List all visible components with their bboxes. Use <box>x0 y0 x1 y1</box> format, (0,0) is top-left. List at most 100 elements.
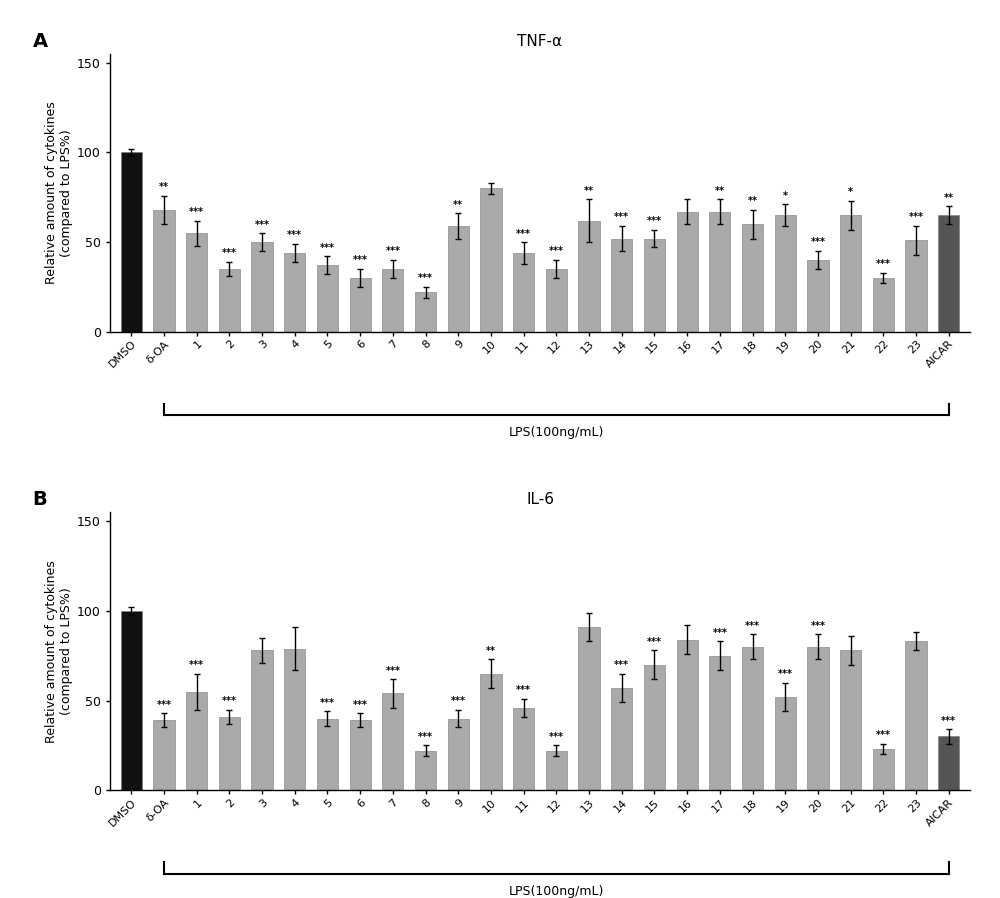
Text: **: ** <box>159 182 169 192</box>
Bar <box>350 720 371 790</box>
Bar <box>480 674 502 790</box>
Text: ***: *** <box>418 273 433 284</box>
Text: ***: *** <box>451 696 466 706</box>
Bar <box>251 650 273 790</box>
Bar <box>415 293 436 331</box>
Bar <box>578 221 600 331</box>
Text: **: ** <box>715 186 725 196</box>
Text: **: ** <box>453 200 463 210</box>
Bar <box>448 226 469 331</box>
Bar <box>186 691 207 790</box>
Text: ***: *** <box>941 716 956 726</box>
Text: ***: *** <box>810 621 825 630</box>
Text: ***: *** <box>353 255 368 266</box>
Text: ***: *** <box>418 732 433 742</box>
Bar <box>938 736 959 790</box>
Bar <box>186 233 207 331</box>
Text: *: * <box>848 188 853 198</box>
Bar <box>644 665 665 790</box>
Text: ***: *** <box>614 213 629 223</box>
Bar <box>251 242 273 331</box>
Bar <box>546 751 567 790</box>
Text: LPS(100ng/mL): LPS(100ng/mL) <box>509 427 604 439</box>
Bar <box>415 751 436 790</box>
Text: ***: *** <box>909 213 924 223</box>
Text: ***: *** <box>516 228 531 239</box>
Text: ***: *** <box>712 628 727 638</box>
Bar <box>317 718 338 790</box>
Text: ***: *** <box>222 248 237 259</box>
Bar <box>317 266 338 331</box>
Text: **: ** <box>944 193 954 203</box>
Text: **: ** <box>584 186 594 196</box>
Bar <box>677 212 698 331</box>
Text: ***: *** <box>549 732 564 742</box>
Bar <box>578 627 600 790</box>
Text: ***: *** <box>156 700 171 709</box>
Text: ***: *** <box>647 216 662 226</box>
Bar <box>121 153 142 331</box>
Title: IL-6: IL-6 <box>526 492 554 507</box>
Bar <box>513 708 534 790</box>
Text: ***: *** <box>320 698 335 708</box>
Text: *: * <box>783 191 788 201</box>
Text: ***: *** <box>876 259 891 269</box>
Text: ***: *** <box>189 207 204 217</box>
Bar <box>546 269 567 331</box>
Bar <box>840 216 861 331</box>
Text: ***: *** <box>255 220 270 230</box>
Bar <box>873 278 894 331</box>
Bar <box>905 241 927 331</box>
Bar <box>742 647 763 790</box>
Bar <box>611 688 632 790</box>
Text: ***: *** <box>189 660 204 670</box>
Bar <box>513 253 534 331</box>
Bar <box>480 189 502 331</box>
Text: ***: *** <box>287 230 302 241</box>
Bar <box>807 260 829 331</box>
Text: A: A <box>33 31 48 50</box>
Text: ***: *** <box>549 246 564 257</box>
Text: ***: *** <box>385 246 400 257</box>
Text: ***: *** <box>516 685 531 695</box>
Title: TNF-α: TNF-α <box>517 33 563 48</box>
Bar <box>873 749 894 790</box>
Bar <box>807 647 829 790</box>
Bar <box>448 718 469 790</box>
Bar <box>121 611 142 790</box>
Bar <box>905 641 927 790</box>
Y-axis label: Relative amount of cytokines
(compared to LPS%): Relative amount of cytokines (compared t… <box>45 560 73 743</box>
Bar <box>153 210 175 331</box>
Text: **: ** <box>748 197 758 207</box>
Bar <box>709 656 730 790</box>
Text: ***: *** <box>647 637 662 647</box>
Bar <box>382 693 403 790</box>
Bar <box>775 697 796 790</box>
Text: ***: *** <box>385 665 400 675</box>
Text: ***: *** <box>876 730 891 740</box>
Text: ***: *** <box>810 237 825 248</box>
Y-axis label: Relative amount of cytokines
(compared to LPS%): Relative amount of cytokines (compared t… <box>45 101 73 284</box>
Text: ***: *** <box>222 696 237 706</box>
Bar <box>611 239 632 331</box>
Text: ***: *** <box>320 242 335 253</box>
Bar <box>284 253 305 331</box>
Text: ***: *** <box>614 660 629 670</box>
Bar <box>284 648 305 790</box>
Bar <box>382 269 403 331</box>
Text: B: B <box>33 490 47 509</box>
Text: ***: *** <box>353 700 368 709</box>
Bar <box>350 278 371 331</box>
Bar <box>153 720 175 790</box>
Text: **: ** <box>486 646 496 656</box>
Bar <box>840 650 861 790</box>
Bar <box>938 216 959 331</box>
Bar <box>775 216 796 331</box>
Bar <box>644 239 665 331</box>
Bar <box>677 639 698 790</box>
Text: ***: *** <box>745 621 760 630</box>
Bar <box>709 212 730 331</box>
Bar <box>219 269 240 331</box>
Text: LPS(100ng/mL): LPS(100ng/mL) <box>509 885 604 898</box>
Bar <box>219 717 240 790</box>
